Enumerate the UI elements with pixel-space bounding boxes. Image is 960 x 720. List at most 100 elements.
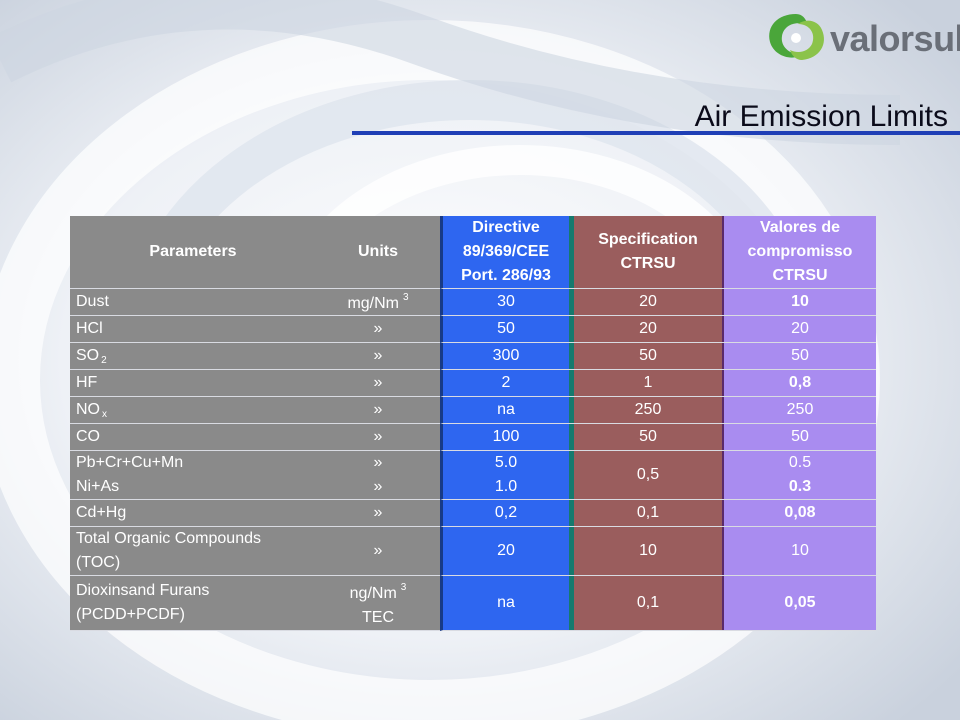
table-row: Total Organic Compounds (TOC) » 20 10 10: [70, 527, 876, 576]
header-directive-line3: Port. 286/93: [461, 267, 551, 284]
spec-cell: 0,1: [574, 500, 722, 527]
unit-line1: »: [373, 454, 383, 471]
header-valores-line3: CTRSU: [772, 267, 828, 284]
swirl-logo-icon: [769, 14, 824, 60]
unit-text: ng/Nm: [349, 585, 397, 602]
param-line1: Total Organic Compounds: [76, 530, 261, 547]
param-line2: (TOC): [76, 554, 121, 571]
param-cell: Cd+Hg: [70, 500, 316, 527]
directive-line1: 5.0: [494, 454, 518, 471]
param-cell: CO: [70, 424, 316, 451]
param-cell: HF: [70, 370, 316, 397]
directive-cell: na: [440, 576, 569, 631]
param-cell: HCl: [70, 316, 316, 343]
table-row: CO » 100 50 50: [70, 424, 876, 451]
spec-cell: 20: [574, 316, 722, 343]
header-valores-line1: Valores de: [759, 219, 841, 236]
unit-line2: »: [373, 478, 383, 495]
table-header-row: Parameters Units Directive 89/369/CEE Po…: [70, 216, 876, 289]
param-text: SO: [76, 346, 100, 364]
param-cell: SO 2: [70, 343, 316, 370]
param-cell: Dust: [70, 289, 316, 316]
param-cell: NO x: [70, 397, 316, 424]
param-subscript: 2: [101, 354, 107, 366]
column-separator: [722, 216, 724, 289]
spec-cell: 50: [574, 343, 722, 370]
spec-cell: 0,5: [574, 451, 722, 500]
page-title: Air Emission Limits: [694, 100, 948, 133]
header-specification: Specification CTRSU: [574, 216, 722, 289]
logo-wordmark: valorsul: [830, 18, 960, 59]
spec-cell: 20: [574, 289, 722, 316]
unit-cell: »: [316, 527, 440, 576]
unit-cell: »: [316, 424, 440, 451]
param-cell: Total Organic Compounds (TOC): [70, 527, 316, 576]
directive-cell: 5.0 1.0: [440, 451, 569, 500]
spec-cell: 10: [574, 527, 722, 576]
header-spec-line1: Specification: [598, 231, 698, 248]
unit-cell: »: [316, 500, 440, 527]
valor-cell: 50: [724, 343, 876, 370]
spec-cell: 0,1: [574, 576, 722, 631]
table-row: NO x » na 250 250: [70, 397, 876, 424]
param-text: NO: [76, 400, 100, 418]
title-underline: [352, 131, 960, 135]
header-directive: Directive 89/369/CEE Port. 286/93: [440, 216, 569, 289]
unit-cell: »: [316, 397, 440, 424]
valor-line1: 0.5: [788, 454, 812, 471]
valorsul-logo: [769, 14, 824, 60]
valor-cell: 250: [724, 397, 876, 424]
unit-cell: »: [316, 343, 440, 370]
table-row: SO 2 » 300 50 50: [70, 343, 876, 370]
unit-cell: »: [316, 370, 440, 397]
valor-cell: 20: [724, 316, 876, 343]
spec-cell: 50: [574, 424, 722, 451]
header-directive-line1: Directive: [472, 219, 540, 236]
directive-cell: 100: [440, 424, 569, 451]
unit-line2: TEC: [362, 609, 394, 626]
valor-cell: 0,08: [724, 500, 876, 527]
directive-cell: na: [440, 397, 569, 424]
unit-cell: ng/Nm 3 TEC: [316, 576, 440, 631]
table-row: Dust mg/Nm 3 30 20 10: [70, 289, 876, 316]
unit-cell: »: [316, 316, 440, 343]
directive-cell: 20: [440, 527, 569, 576]
param-line2: (PCDD+PCDF): [76, 606, 185, 623]
header-spec-line2: CTRSU: [620, 255, 676, 272]
spec-cell: 1: [574, 370, 722, 397]
header-units: Units: [316, 216, 440, 289]
param-cell: Pb+Cr+Cu+Mn Ni+As: [70, 451, 316, 500]
directive-cell: 300: [440, 343, 569, 370]
directive-cell: 0,2: [440, 500, 569, 527]
table-row: Pb+Cr+Cu+Mn Ni+As » » 5.0 1.0 0,5 0.5 0.…: [70, 451, 876, 500]
header-parameters: Parameters: [70, 216, 316, 289]
table-row: HCl » 50 20 20: [70, 316, 876, 343]
param-line1: Pb+Cr+Cu+Mn: [76, 454, 184, 471]
valor-cell: 50: [724, 424, 876, 451]
param-cell: Dioxinsand Furans (PCDD+PCDF): [70, 576, 316, 631]
unit-line1: ng/Nm 3: [316, 576, 440, 606]
valor-cell: 0,05: [724, 576, 876, 631]
table-row: HF » 2 1 0,8: [70, 370, 876, 397]
directive-line2: 1.0: [494, 478, 518, 495]
valor-cell: 10: [724, 289, 876, 316]
unit-superscript: 3: [400, 582, 407, 593]
emission-limits-table: Parameters Units Directive 89/369/CEE Po…: [70, 216, 876, 631]
header-valores-line2: compromisso: [747, 243, 853, 260]
directive-cell: 2: [440, 370, 569, 397]
header-directive-line2: 89/369/CEE: [462, 243, 550, 260]
directive-cell: 30: [440, 289, 569, 316]
unit-cell: mg/Nm 3: [316, 289, 440, 316]
unit-text: mg/Nm: [347, 294, 399, 312]
param-line2: Ni+As: [76, 478, 120, 495]
unit-cell: » »: [316, 451, 440, 500]
valor-cell: 0,8: [724, 370, 876, 397]
column-separator: [569, 216, 574, 289]
valor-cell: 0.5 0.3: [724, 451, 876, 500]
directive-cell: 50: [440, 316, 569, 343]
table-row: Dioxinsand Furans (PCDD+PCDF) ng/Nm 3 TEC…: [70, 576, 876, 631]
unit-superscript: 3: [403, 291, 409, 303]
param-line1: Dioxinsand Furans: [76, 582, 210, 599]
valor-line2: 0.3: [788, 478, 812, 495]
param-subscript: x: [102, 408, 107, 420]
